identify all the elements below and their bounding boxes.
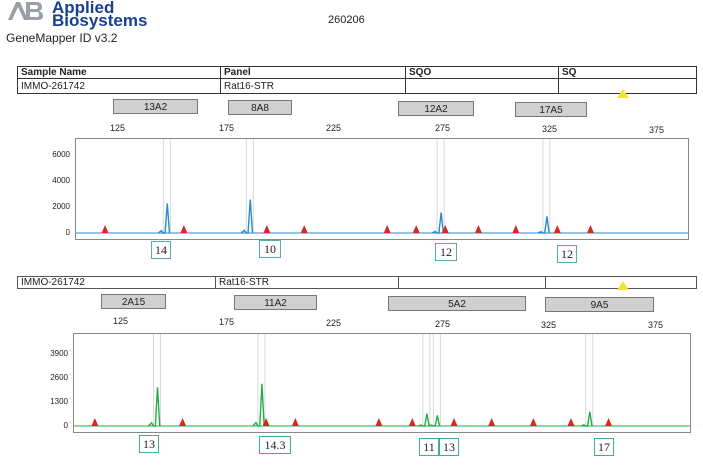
marker-2a15[interactable]: 2A15 [101,294,166,309]
x-tick-label: 225 [326,318,342,328]
size-standard-marker[interactable] [91,418,99,426]
run-id: 260206 [328,14,365,26]
y-tick-label: 1300 [50,397,68,406]
brand-line-biosystems: Biosystems [52,11,148,30]
divider [398,277,399,288]
marker-11a2[interactable]: 11A2 [234,295,317,310]
sample-header-table: Sample Name Panel SQO SQ IMMO-261742 Rat… [17,66,697,94]
allele-peak[interactable] [580,411,593,427]
y-tick-label: 4000 [52,176,70,185]
size-standard-marker[interactable] [412,225,420,233]
y-tick-label: 2000 [52,202,70,211]
sample-name-cell[interactable]: IMMO-261742 [21,277,85,288]
brand-line-applied: Applied [52,0,115,17]
electropherogram-green[interactable] [73,333,691,433]
col-sample-name: Sample Name [17,66,221,79]
allele-call-17[interactable]: 17 [594,438,614,456]
allele-call-11[interactable]: 11 [419,438,439,456]
y-tick-label: 6000 [52,150,70,159]
size-standard-marker[interactable] [180,225,188,233]
allele-call-10[interactable]: 10 [259,240,281,258]
allele-peak[interactable] [157,203,171,234]
size-standard-marker[interactable] [179,418,187,426]
size-standard-marker[interactable] [450,418,458,426]
marker-13a2[interactable]: 13A2 [113,99,198,114]
allele-peak[interactable] [417,413,430,427]
y-tick-label: 3900 [50,349,68,358]
x-tick-label: 275 [435,123,451,133]
divider [215,277,216,288]
allele-call-13[interactable]: 13 [439,438,459,456]
size-standard-marker[interactable] [529,418,537,426]
divider [17,288,697,289]
marker-17a5[interactable]: 17A5 [515,102,587,117]
sample-name-cell[interactable]: IMMO-261742 [17,78,221,94]
panel-cell: Rat16-STR [220,78,406,94]
size-standard-marker[interactable] [441,225,449,233]
allele-peak[interactable] [431,212,445,234]
x-tick-label: 175 [219,123,235,133]
allele-call-14-3[interactable]: 14.3 [259,436,291,454]
x-tick-label: 375 [648,320,664,330]
allele-call-14[interactable]: 14 [151,241,171,259]
x-tick-label: 325 [542,124,558,134]
size-standard-marker[interactable] [262,418,270,426]
product-name: GeneMapper ID v3.2 [6,31,118,45]
y-tick-label: 0 [65,228,70,237]
col-panel: Panel [220,66,406,79]
applied-biosystems-logo-icon [8,2,43,20]
size-standard-marker[interactable] [101,225,109,233]
size-standard-marker[interactable] [512,225,520,233]
size-standard-marker[interactable] [291,418,299,426]
marker-12a2[interactable]: 12A2 [398,101,474,116]
x-tick-label: 275 [435,319,451,329]
size-standard-marker[interactable] [375,418,383,426]
y-tick-label: 0 [63,421,68,430]
marker-5a2[interactable]: 5A2 [388,296,526,311]
size-standard-marker[interactable] [567,418,575,426]
size-standard-marker[interactable] [300,225,308,233]
allele-peak[interactable] [240,199,254,234]
x-tick-label: 125 [113,316,129,326]
allele-peak[interactable] [537,216,550,234]
panel-cell: Rat16-STR [219,277,270,288]
divider [696,276,697,288]
size-standard-marker[interactable] [553,225,561,233]
col-sqo: SQO [405,66,559,79]
warning-triangle-icon[interactable] [617,281,629,290]
allele-peak[interactable] [428,415,441,427]
col-sq: SQ [558,66,697,79]
allele-call-12[interactable]: 12 [557,245,577,263]
allele-peak[interactable] [252,383,265,427]
allele-call-12[interactable]: 12 [435,243,457,261]
x-tick-label: 225 [326,123,342,133]
x-tick-label: 325 [541,320,557,330]
size-standard-marker[interactable] [488,418,496,426]
electropherogram-blue[interactable] [75,138,689,240]
x-tick-label: 175 [219,317,235,327]
divider [545,277,546,288]
size-standard-marker[interactable] [383,225,391,233]
warning-triangle-icon[interactable] [617,89,629,98]
x-tick-label: 125 [110,123,126,133]
size-standard-marker[interactable] [263,225,271,233]
marker-8a8[interactable]: 8A8 [228,100,292,115]
divider [17,276,18,288]
size-standard-marker[interactable] [586,225,594,233]
size-standard-marker[interactable] [408,418,416,426]
marker-9a5[interactable]: 9A5 [545,297,654,312]
x-tick-label: 375 [649,125,665,135]
size-standard-marker[interactable] [605,418,613,426]
allele-peak[interactable] [148,387,161,427]
y-tick-label: 2600 [50,373,68,382]
sqo-cell [405,78,559,94]
divider [17,276,697,277]
size-standard-marker[interactable] [474,225,482,233]
allele-call-13[interactable]: 13 [139,435,159,453]
